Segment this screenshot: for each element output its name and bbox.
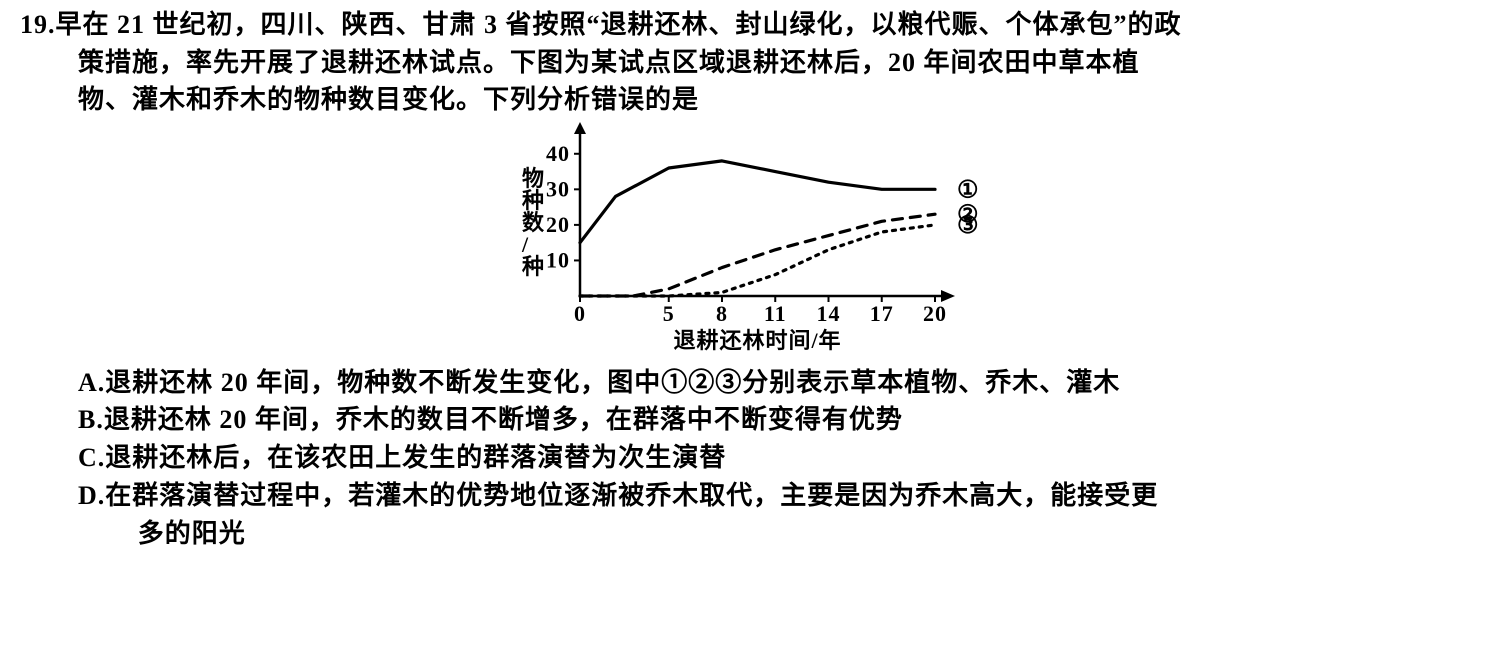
- svg-text:0: 0: [574, 301, 586, 326]
- svg-text:10: 10: [546, 248, 570, 273]
- option-d: D. 在群落演替过程中，若灌木的优势地位逐渐被乔木取代，主要是因为乔木高大，能接…: [20, 477, 1470, 515]
- svg-text:8: 8: [716, 301, 728, 326]
- svg-text:40: 40: [546, 141, 570, 166]
- option-label: A.: [78, 364, 105, 402]
- option-label: D.: [78, 477, 105, 515]
- option-text: 退耕还林 20 年间，物种数不断发生变化，图中①②③分别表示草本植物、乔木、灌木: [105, 364, 1470, 402]
- stem-line: 物、灌木和乔木的物种数目变化。下列分析错误的是: [20, 81, 1470, 119]
- options-block: A. 退耕还林 20 年间，物种数不断发生变化，图中①②③分别表示草本植物、乔木…: [20, 364, 1470, 552]
- svg-text:退耕还林时间/年: 退耕还林时间/年: [673, 328, 841, 351]
- svg-text:①: ①: [957, 177, 980, 203]
- option-text: 退耕还林后，在该农田上发生的群落演替为次生演替: [105, 439, 1470, 477]
- svg-text:30: 30: [546, 176, 570, 201]
- option-d-cont: 多的阳光: [20, 515, 1470, 553]
- option-text: 退耕还林 20 年间，乔木的数目不断增多，在群落中不断变得有优势: [104, 401, 1470, 439]
- svg-text:20: 20: [923, 301, 947, 326]
- stem-line: 策措施，率先开展了退耕还林试点。下图为某试点区域退耕还林后，20 年间农田中草本…: [20, 44, 1470, 82]
- svg-text:20: 20: [546, 212, 570, 237]
- svg-text:11: 11: [764, 301, 787, 326]
- svg-text:物种数/种: 物种数/种: [521, 166, 545, 279]
- question-number: 19.: [20, 6, 56, 44]
- svg-text:5: 5: [663, 301, 675, 326]
- species-line-chart: 1020304005811141720物种数/种退耕还林时间/年①②③: [485, 121, 1005, 351]
- option-b: B. 退耕还林 20 年间，乔木的数目不断增多，在群落中不断变得有优势: [20, 401, 1470, 439]
- option-text: 在群落演替过程中，若灌木的优势地位逐渐被乔木取代，主要是因为乔木高大，能接受更: [105, 477, 1470, 515]
- option-c: C. 退耕还林后，在该农田上发生的群落演替为次生演替: [20, 439, 1470, 477]
- svg-text:③: ③: [957, 213, 980, 239]
- stem-line: 早在 21 世纪初，四川、陕西、甘肃 3 省按照“退耕还林、封山绿化，以粮代赈、…: [56, 6, 1182, 44]
- option-a: A. 退耕还林 20 年间，物种数不断发生变化，图中①②③分别表示草本植物、乔木…: [20, 364, 1470, 402]
- svg-text:14: 14: [817, 301, 841, 326]
- option-label: B.: [78, 401, 104, 439]
- chart-container: 1020304005811141720物种数/种退耕还林时间/年①②③: [20, 121, 1470, 362]
- option-label: C.: [78, 439, 105, 477]
- question-stem: 19. 早在 21 世纪初，四川、陕西、甘肃 3 省按照“退耕还林、封山绿化，以…: [20, 6, 1470, 44]
- svg-text:17: 17: [870, 301, 894, 326]
